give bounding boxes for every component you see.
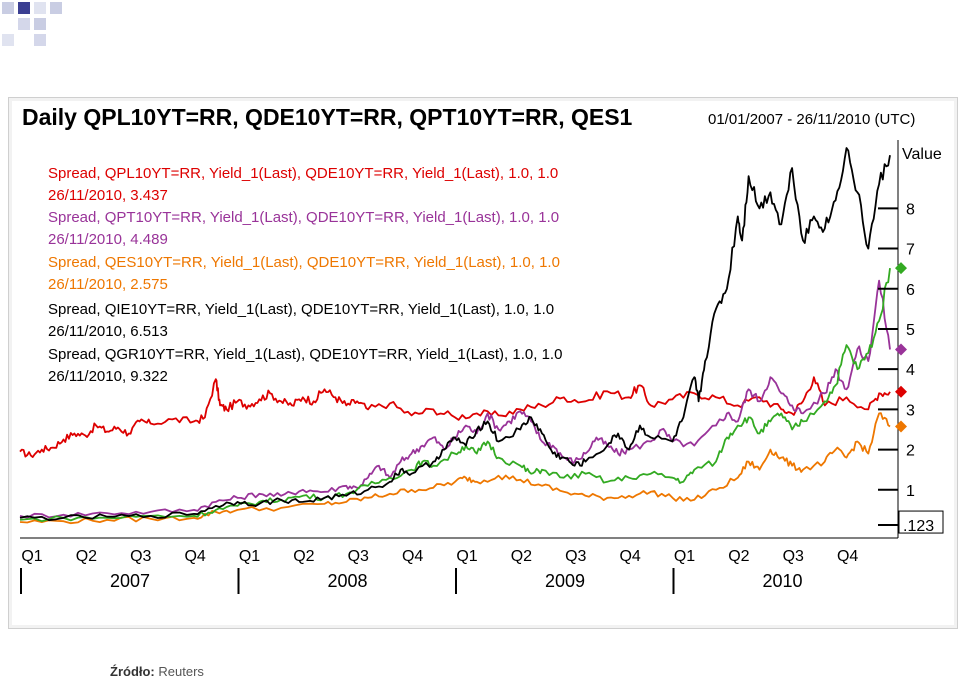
year-label: 2009	[545, 571, 585, 591]
x-tick-label: Q2	[511, 548, 532, 565]
last-value-marker-qes10ytrr	[895, 420, 907, 433]
chart-frame	[8, 97, 958, 629]
legend-line: Spread, QPT10YT=RR, Yield_1(Last), QDE10…	[48, 209, 560, 226]
source-label: Źródło:	[110, 664, 155, 679]
legend-entry-qie: Spread, QIE10YT=RR, Yield_1(Last), QDE10…	[48, 299, 554, 343]
series-line-qie10ytrr	[19, 267, 891, 523]
logo-square	[50, 2, 62, 14]
y-tick-label: .123	[903, 518, 934, 535]
series-line-qes10ytrr	[19, 412, 891, 525]
logo-square	[34, 2, 46, 14]
legend-entry-qes: Spread, QES10YT=RR, Yield_1(Last), QDE10…	[48, 252, 560, 296]
x-tick-label: Q3	[130, 548, 151, 565]
last-value-marker-qpl10ytrr	[895, 385, 907, 398]
legend-entry-qgr: Spread, QGR10YT=RR, Yield_1(Last), QDE10…	[48, 344, 562, 388]
y-axis-title: Value	[902, 146, 942, 163]
series-line-qpl10ytrr	[19, 376, 891, 459]
logo-squares	[2, 2, 62, 46]
year-label: 2010	[762, 571, 802, 591]
y-tick-label: 8	[906, 201, 915, 218]
y-tick-label: 7	[906, 242, 915, 259]
y-tick-label: 6	[906, 282, 915, 299]
x-tick-label: Q3	[348, 548, 369, 565]
series-line-qpt10ytrr	[19, 279, 891, 519]
legend-line: Spread, QGR10YT=RR, Yield_1(Last), QDE10…	[48, 346, 563, 363]
x-tick-label: Q2	[728, 548, 749, 565]
x-tick-label: Q4	[837, 548, 858, 565]
axis-min-box	[898, 510, 944, 534]
x-tick-label: Q1	[456, 548, 477, 565]
logo-square	[2, 34, 14, 46]
x-tick-label: Q3	[783, 548, 804, 565]
legend-entry-qpt: Spread, QPT10YT=RR, Yield_1(Last), QDE10…	[48, 207, 559, 251]
y-tick-label: 4	[906, 362, 915, 379]
x-tick-label: Q1	[239, 548, 260, 565]
legend-last-value: 26/11/2010, 3.437	[48, 187, 168, 204]
x-tick-label: Q1	[21, 548, 42, 565]
year-label: 2008	[327, 571, 367, 591]
x-tick-label: Q4	[184, 548, 205, 565]
x-tick-label: Q3	[565, 548, 586, 565]
x-tick-label: Q1	[674, 548, 695, 565]
y-tick-label: 5	[906, 322, 915, 339]
logo-square	[34, 34, 46, 46]
legend-line: Spread, QIE10YT=RR, Yield_1(Last), QDE10…	[48, 301, 555, 318]
x-tick-label: Q2	[293, 548, 314, 565]
legend-line: Spread, QES10YT=RR, Yield_1(Last), QDE10…	[48, 254, 560, 271]
y-tick-label: 2	[906, 443, 915, 460]
logo-square	[18, 18, 30, 30]
last-value-marker-qie10ytrr	[895, 262, 907, 275]
logo-square	[18, 2, 30, 14]
x-tick-label: Q4	[619, 548, 640, 565]
y-tick-label: 3	[906, 402, 915, 419]
year-label: 2007	[110, 571, 150, 591]
legend-entry-qpl: Spread, QPL10YT=RR, Yield_1(Last), QDE10…	[48, 163, 558, 207]
legend-last-value: 26/11/2010, 9.322	[48, 368, 168, 385]
last-value-marker-qpt10ytrr	[895, 343, 907, 356]
y-tick-label: 1	[906, 483, 915, 500]
logo-square	[2, 2, 14, 14]
logo-square	[34, 18, 46, 30]
chart-date-range: 01/01/2007 - 26/11/2010 (UTC)	[708, 111, 916, 128]
legend-line: Spread, QPL10YT=RR, Yield_1(Last), QDE10…	[48, 165, 559, 182]
legend-last-value: 26/11/2010, 2.575	[48, 276, 168, 293]
legend-last-value: 26/11/2010, 4.489	[48, 231, 168, 248]
series-line-qgr10ytrr	[19, 147, 891, 522]
x-tick-label: Q4	[402, 548, 423, 565]
source-value: Reuters	[158, 664, 204, 679]
source-note: Źródło: Reuters	[110, 664, 204, 679]
chart-title: Daily QPL10YT=RR, QDE10YT=RR, QPT10YT=RR…	[22, 104, 633, 130]
legend-last-value: 26/11/2010, 6.513	[48, 323, 168, 340]
x-tick-label: Q2	[76, 548, 97, 565]
